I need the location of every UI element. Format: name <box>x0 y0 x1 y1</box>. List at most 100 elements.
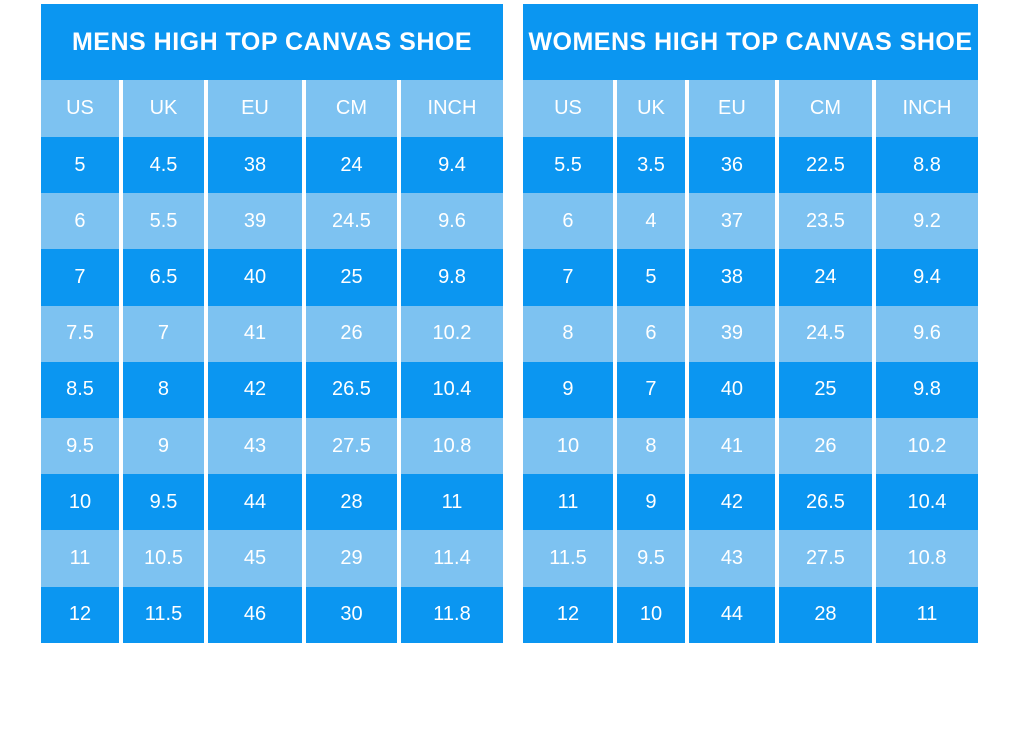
size-cell: 26 <box>301 305 397 362</box>
size-cell: 27.5 <box>301 417 397 475</box>
size-cell: 44 <box>684 586 775 643</box>
size-cell: 25 <box>774 361 872 418</box>
size-cell: 10.8 <box>871 530 978 587</box>
size-cell: 9 <box>118 417 204 475</box>
size-cell: 29 <box>301 530 397 587</box>
column-header: CM <box>301 80 397 137</box>
size-cell: 26 <box>774 417 872 475</box>
table-row: 6 5.5 39 24.5 9.6 <box>41 193 503 250</box>
size-cell: 39 <box>203 193 302 250</box>
size-cell: 10.5 <box>118 530 204 587</box>
size-cell: 9.4 <box>871 249 978 306</box>
table-row: 11 9 42 26.5 10.4 <box>523 474 978 531</box>
size-cell: 41 <box>684 417 775 475</box>
size-cell: 43 <box>203 417 302 475</box>
size-cell: 42 <box>684 474 775 531</box>
size-cell: 9.8 <box>871 361 978 418</box>
size-cell: 41 <box>203 305 302 362</box>
column-header: UK <box>612 80 685 137</box>
size-cell: 22.5 <box>774 137 872 194</box>
column-header: INCH <box>871 80 978 137</box>
table-row: 11.5 9.5 43 27.5 10.8 <box>523 530 978 587</box>
table-row: 7 5 38 24 9.4 <box>523 249 978 306</box>
size-cell: 10.2 <box>396 305 503 362</box>
size-cell: 8 <box>612 417 685 475</box>
size-cell: 3.5 <box>612 137 685 194</box>
column-header: EU <box>684 80 775 137</box>
size-cell: 9 <box>523 361 613 418</box>
size-cell: 11 <box>523 474 613 531</box>
table-row: 8 6 39 24.5 9.6 <box>523 305 978 362</box>
size-cell: 7 <box>523 249 613 306</box>
table-row: 11 10.5 45 29 11.4 <box>41 530 503 587</box>
size-cell: 10.4 <box>396 361 503 418</box>
table-row: 9.5 9 43 27.5 10.8 <box>41 417 503 475</box>
size-cell: 45 <box>203 530 302 587</box>
size-cell: 8.5 <box>41 361 119 418</box>
size-cell: 10.2 <box>871 417 978 475</box>
size-cell: 11.5 <box>523 530 613 587</box>
size-cell: 6 <box>41 193 119 250</box>
table-row: 10 9.5 44 28 11 <box>41 474 503 531</box>
size-cell: 23.5 <box>774 193 872 250</box>
table-row: 12 11.5 46 30 11.8 <box>41 586 503 643</box>
table-row: 6 4 37 23.5 9.2 <box>523 193 978 250</box>
size-cell: 9.5 <box>612 530 685 587</box>
size-cell: 24.5 <box>301 193 397 250</box>
table-row: 5.5 3.5 36 22.5 8.8 <box>523 137 978 194</box>
size-cell: 9.2 <box>871 193 978 250</box>
size-cell: 28 <box>301 474 397 531</box>
size-charts-container: MENS HIGH TOP CANVAS SHOE US UK EU CM INCH 5… <box>41 4 978 643</box>
womens-size-table: US UK EU CM INCH 5.5 3.5 36 22.5 8.8 6 4 37 23.5 9.2 7… <box>523 80 978 643</box>
column-header: INCH <box>396 80 503 137</box>
size-cell: 7 <box>41 249 119 306</box>
size-cell: 46 <box>203 586 302 643</box>
size-cell: 4 <box>612 193 685 250</box>
table-row: 7.5 7 41 26 10.2 <box>41 305 503 362</box>
column-header: US <box>41 80 119 137</box>
size-cell: 24 <box>301 137 397 194</box>
size-cell: 12 <box>41 586 119 643</box>
column-header: UK <box>118 80 204 137</box>
size-cell: 27.5 <box>774 530 872 587</box>
header-row: US UK EU CM INCH <box>523 80 978 137</box>
size-cell: 38 <box>203 137 302 194</box>
column-header: CM <box>774 80 872 137</box>
size-cell: 9.4 <box>396 137 503 194</box>
size-cell: 30 <box>301 586 397 643</box>
column-header: US <box>523 80 613 137</box>
size-cell: 37 <box>684 193 775 250</box>
table-row: 7 6.5 40 25 9.8 <box>41 249 503 306</box>
size-cell: 28 <box>774 586 872 643</box>
mens-size-table: US UK EU CM INCH 5 4.5 38 24 9.4 6 5.5 39 24.5 9.6 7 6.… <box>41 80 503 643</box>
size-cell: 9.8 <box>396 249 503 306</box>
size-cell: 40 <box>203 249 302 306</box>
table-row: 9 7 40 25 9.8 <box>523 361 978 418</box>
size-cell: 9 <box>612 474 685 531</box>
size-cell: 7 <box>118 305 204 362</box>
mens-chart-title: MENS HIGH TOP CANVAS SHOE <box>41 4 503 80</box>
column-header: EU <box>203 80 302 137</box>
size-cell: 11.5 <box>118 586 204 643</box>
size-cell: 7 <box>612 361 685 418</box>
size-cell: 38 <box>684 249 775 306</box>
size-cell: 11 <box>41 530 119 587</box>
size-cell: 11.8 <box>396 586 503 643</box>
size-cell: 9.5 <box>118 474 204 531</box>
header-row: US UK EU CM INCH <box>41 80 503 137</box>
size-cell: 10 <box>41 474 119 531</box>
womens-chart-title: WOMENS HIGH TOP CANVAS SHOE <box>523 4 978 80</box>
table-row: 12 10 44 28 11 <box>523 586 978 643</box>
size-cell: 26.5 <box>301 361 397 418</box>
size-cell: 6.5 <box>118 249 204 306</box>
size-cell: 10.8 <box>396 417 503 475</box>
size-cell: 25 <box>301 249 397 306</box>
size-cell: 43 <box>684 530 775 587</box>
size-cell: 40 <box>684 361 775 418</box>
size-cell: 9.6 <box>871 305 978 362</box>
table-row: 10 8 41 26 10.2 <box>523 417 978 475</box>
size-cell: 11 <box>871 586 978 643</box>
size-cell: 5.5 <box>523 137 613 194</box>
size-cell: 6 <box>612 305 685 362</box>
size-cell: 36 <box>684 137 775 194</box>
